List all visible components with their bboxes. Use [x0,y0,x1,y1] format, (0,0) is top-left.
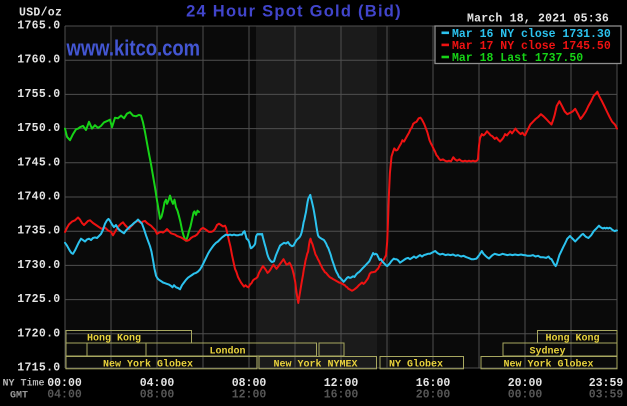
svg-text:00:00: 00:00 [508,389,543,402]
svg-text:NY Globex: NY Globex [389,358,443,370]
svg-text:1720.0: 1720.0 [17,327,60,340]
svg-text:London: London [210,346,246,358]
svg-text:Mar 17 NY close 1745.50: Mar 17 NY close 1745.50 [452,40,611,53]
svg-text:16:00: 16:00 [416,377,451,390]
svg-text:USD/oz: USD/oz [19,7,62,20]
svg-text:Sydney: Sydney [530,346,566,358]
svg-text:Mar 18 Last 1737.50: Mar 18 Last 1737.50 [452,52,583,65]
svg-text:1725.0: 1725.0 [17,293,60,306]
svg-text:1730.0: 1730.0 [17,259,60,272]
svg-text:04:00: 04:00 [140,377,175,390]
svg-text:04:00: 04:00 [47,389,82,402]
svg-text:03:59: 03:59 [589,389,624,402]
svg-text:12:00: 12:00 [232,389,267,402]
svg-text:1740.0: 1740.0 [17,191,60,204]
svg-text:16:00: 16:00 [324,389,359,402]
svg-text:New York Globex: New York Globex [103,358,193,370]
svg-text:20:00: 20:00 [416,389,451,402]
svg-text:1735.0: 1735.0 [17,225,60,238]
svg-text:New York NYMEX: New York NYMEX [274,358,358,370]
svg-text:12:00: 12:00 [324,377,359,390]
svg-text:00:00: 00:00 [47,377,82,390]
svg-text:Hong Kong: Hong Kong [546,334,600,345]
svg-text:1760.0: 1760.0 [17,54,60,67]
svg-text:1755.0: 1755.0 [17,88,60,101]
svg-text:1745.0: 1745.0 [17,156,60,169]
svg-text:24 Hour Spot Gold (Bid): 24 Hour Spot Gold (Bid) [186,3,402,21]
svg-text:Mar 16 NY close 1731.30: Mar 16 NY close 1731.30 [452,28,611,41]
svg-text:NY Time: NY Time [3,378,45,390]
svg-text:GMT: GMT [10,391,28,402]
svg-text:20:00: 20:00 [508,377,543,390]
svg-text:1715.0: 1715.0 [17,362,60,375]
svg-text:Hong Kong: Hong Kong [87,334,141,345]
svg-text:08:00: 08:00 [140,389,175,402]
svg-text:1765.0: 1765.0 [17,20,60,33]
svg-text:1750.0: 1750.0 [17,122,60,135]
svg-text:New York Globex: New York Globex [504,358,594,370]
svg-text:www.kitco.com: www.kitco.com [66,35,200,60]
svg-text:March 18, 2021 05:36: March 18, 2021 05:36 [467,13,609,26]
svg-text:08:00: 08:00 [232,377,267,390]
svg-text:23:59: 23:59 [589,377,624,390]
